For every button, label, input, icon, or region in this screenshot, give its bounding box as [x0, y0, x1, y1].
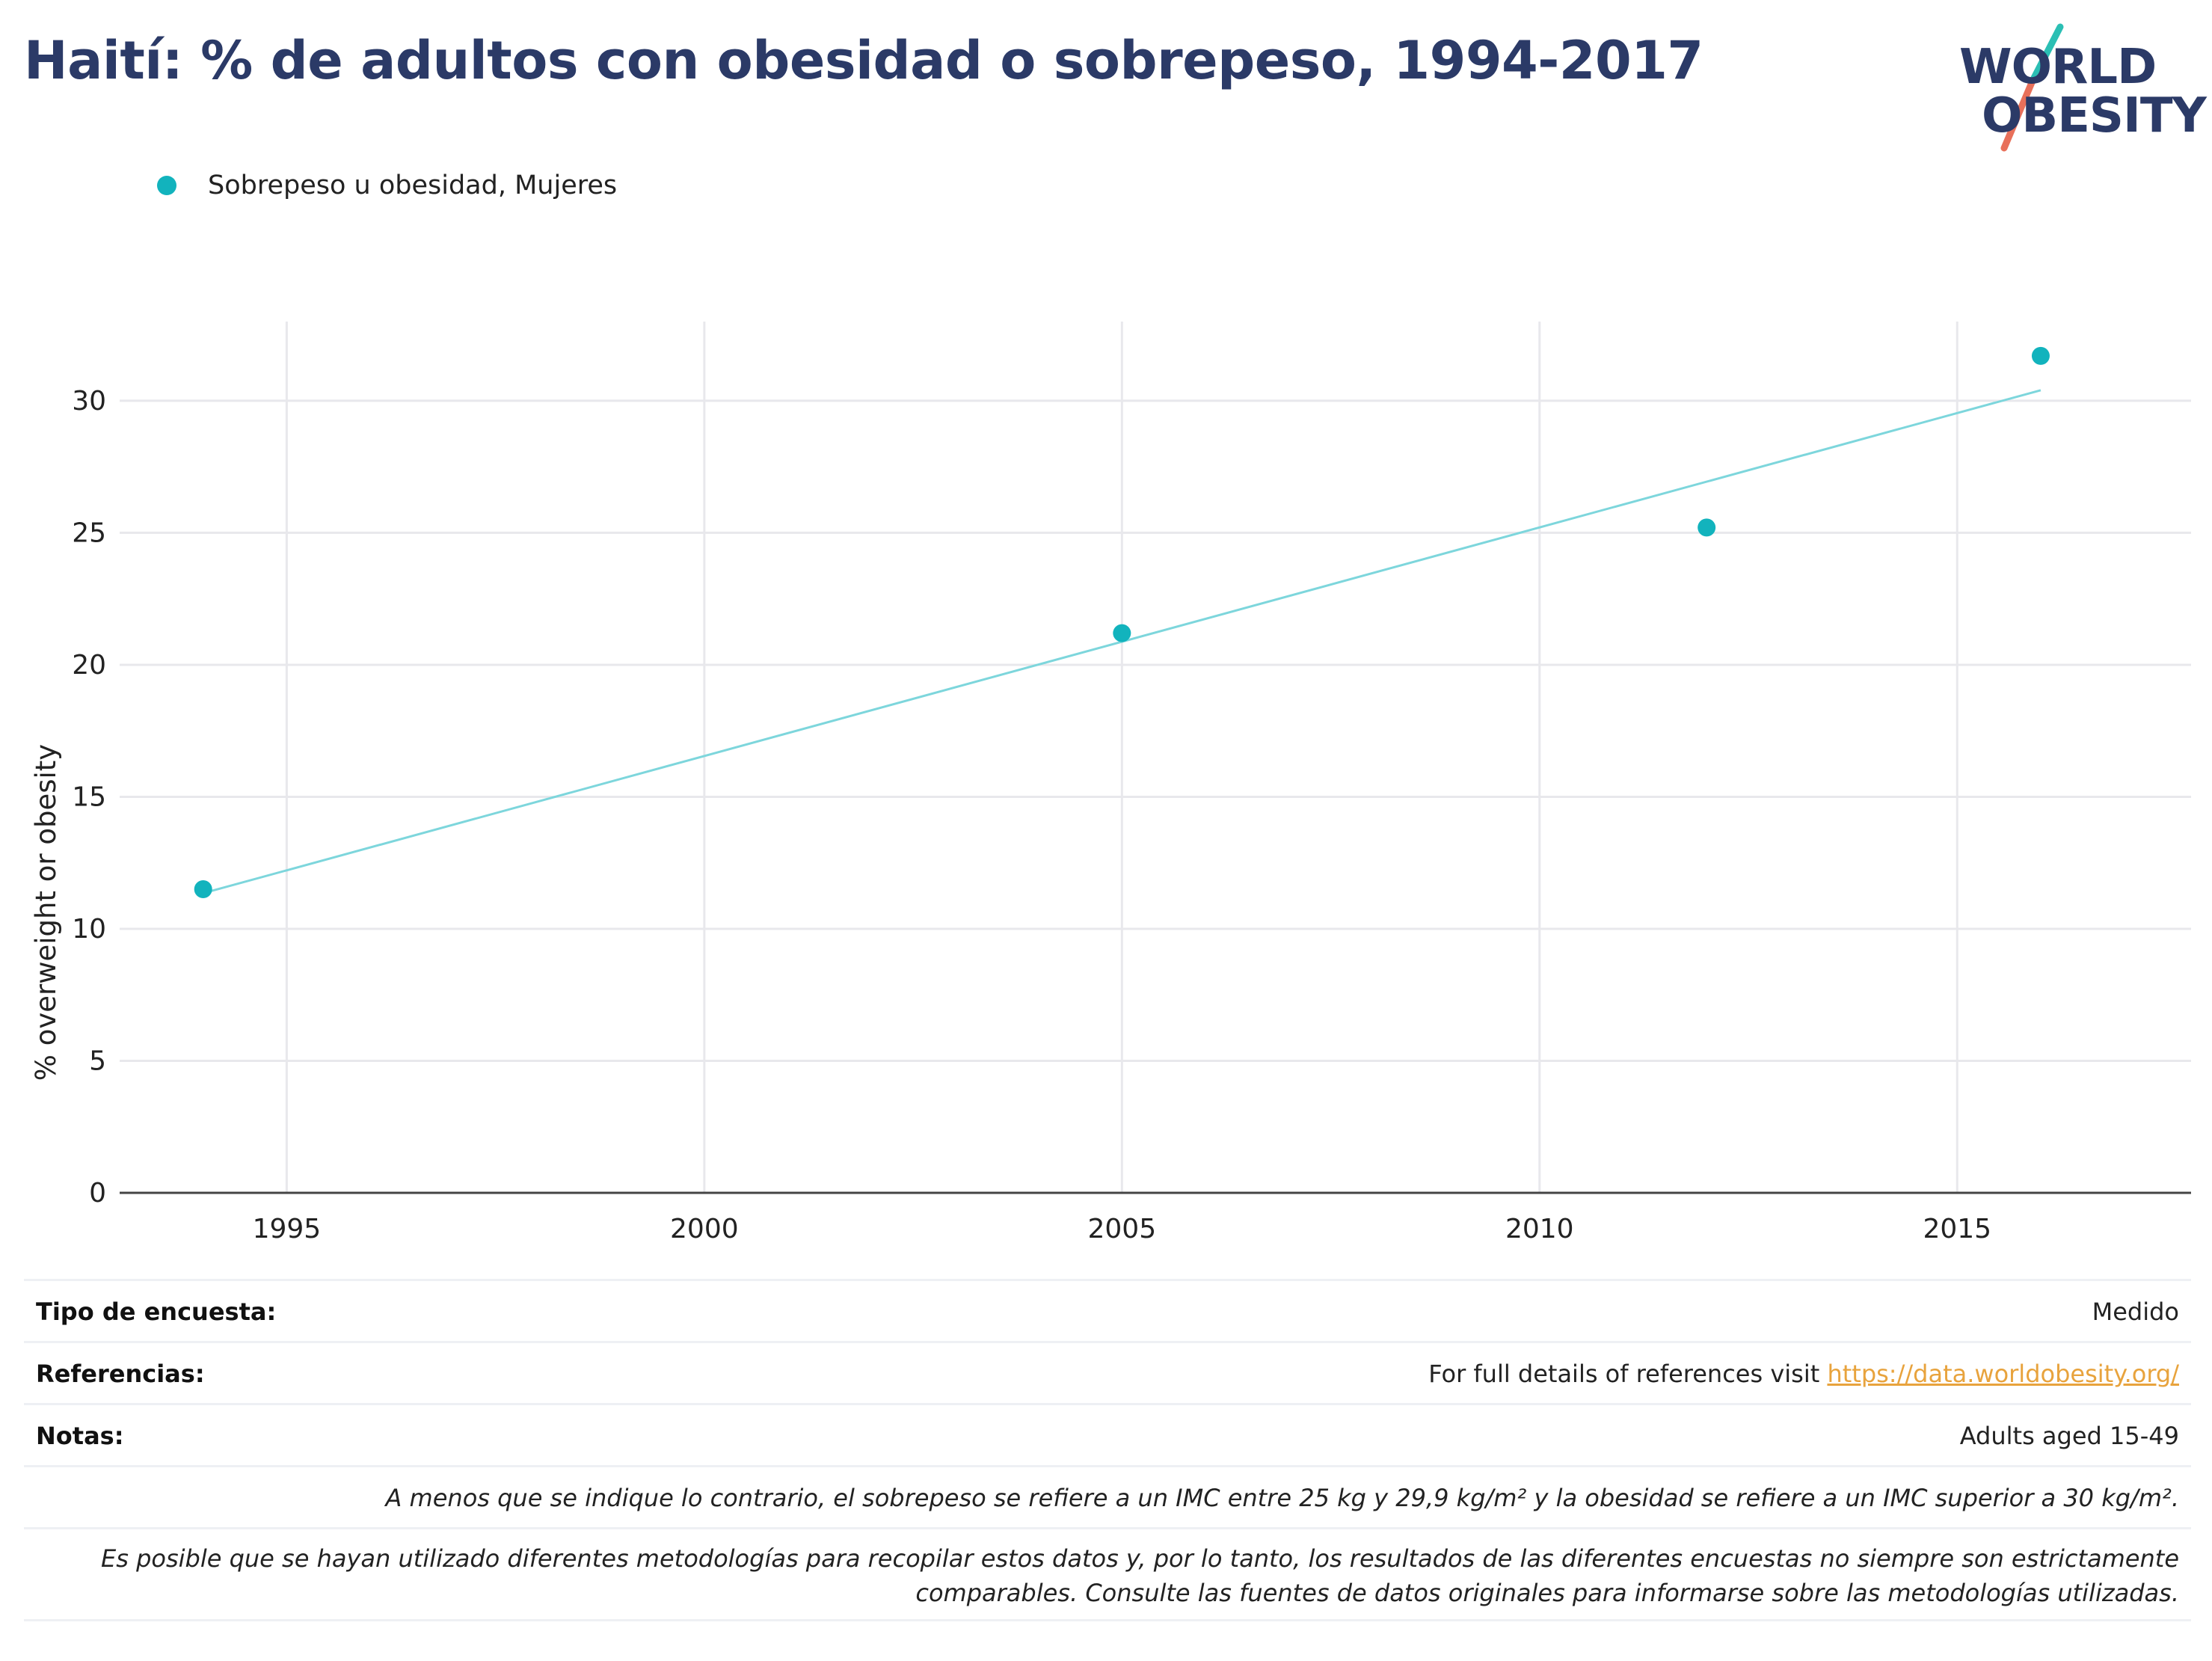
y-tick-label: 20 — [72, 650, 106, 681]
page-title: Haití: % de adultos con obesidad o sobre… — [24, 30, 1703, 91]
footer-row-bmi-note: A menos que se indique lo contrario, el … — [24, 1465, 2191, 1527]
y-tick-label: 25 — [72, 518, 106, 548]
legend-label: Sobrepeso u obesidad, Mujeres — [208, 171, 618, 200]
footer-row-methods-note: Es posible que se hayan utilizado difere… — [24, 1527, 2191, 1621]
footer-row-survey-type: Tipo de encuesta: Medido — [24, 1279, 2191, 1341]
chart-axes: 1995 2000 2005 2010 2015 0 5 10 15 20 25 30 — [72, 386, 2191, 1244]
survey-type-label: Tipo de encuesta: — [36, 1298, 277, 1326]
data-point[interactable] — [1113, 624, 1131, 642]
methodology-note: Es posible que se hayan utilizado difere… — [101, 1544, 2179, 1607]
y-tick-label: 0 — [89, 1178, 106, 1209]
x-tick-label: 2005 — [1088, 1214, 1157, 1244]
world-obesity-logo: WORLD OBESITY — [1944, 21, 2207, 156]
chart-legend[interactable]: Sobrepeso u obesidad, Mujeres — [157, 171, 617, 200]
logo-slash-icon — [2000, 23, 2064, 152]
data-point[interactable] — [194, 880, 212, 899]
scatter-chart: 1995 2000 2005 2010 2015 0 5 10 15 20 25 30 % overw… — [30, 322, 2191, 1244]
survey-type-value: Medido — [2092, 1298, 2179, 1326]
references-value: For full details of references visit htt… — [1428, 1360, 2179, 1388]
notes-value: Adults aged 15-49 — [1959, 1422, 2179, 1450]
references-label: Referencias: — [36, 1360, 205, 1388]
y-tick-label: 10 — [72, 914, 106, 945]
chart-footer: Tipo de encuesta: Medido Referencias: Fo… — [24, 1279, 2191, 1621]
footer-row-notes: Notas: Adults aged 15-49 — [24, 1403, 2191, 1465]
footer-row-references: Referencias: For full details of referen… — [24, 1341, 2191, 1403]
references-text: For full details of references visit — [1428, 1360, 1828, 1388]
x-tick-label: 2000 — [670, 1214, 739, 1244]
logo-line-world: WORLD — [1959, 40, 2157, 95]
legend-marker — [157, 176, 176, 195]
x-tick-label: 1995 — [253, 1214, 322, 1244]
bmi-definition-note: A menos que se indique lo contrario, el … — [385, 1484, 2179, 1512]
y-tick-label: 5 — [89, 1046, 106, 1076]
data-point[interactable] — [2031, 346, 2050, 365]
chart-points — [194, 346, 2050, 899]
references-link[interactable]: https://data.worldobesity.org/ — [1827, 1360, 2179, 1388]
y-tick-label: 30 — [72, 386, 106, 417]
y-axis-label: % overweight or obesity — [30, 744, 62, 1081]
logo-line-obesity: OBESITY — [1982, 88, 2207, 144]
y-tick-label: 15 — [72, 782, 106, 812]
notes-label: Notas: — [36, 1422, 124, 1450]
x-tick-label: 2015 — [1923, 1214, 1991, 1244]
data-point[interactable] — [1698, 518, 1716, 537]
chart-gridlines — [120, 322, 2191, 1193]
x-tick-label: 2010 — [1505, 1214, 1574, 1244]
